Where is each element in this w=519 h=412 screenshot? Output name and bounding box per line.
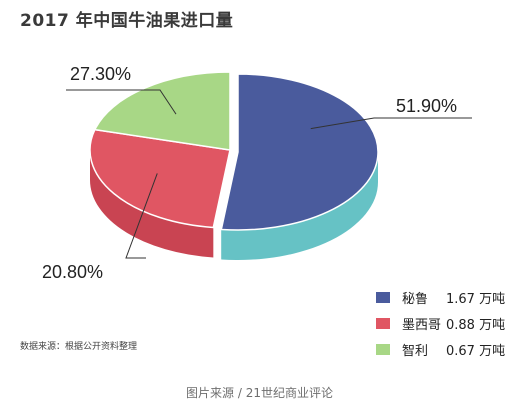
legend-label-chile: 智利 — [402, 343, 429, 359]
pie-side-peru — [221, 152, 378, 261]
legend-value-mexico: 0.88 万吨 — [446, 317, 506, 333]
legend-swatch-mexico — [376, 317, 390, 329]
percent-label-chile: 20.80% — [42, 262, 104, 282]
legend-value-peru: 1.67 万吨 — [446, 291, 506, 307]
pie-slice-chile — [93, 71, 231, 151]
legend-label-peru: 秘鲁 — [402, 291, 429, 307]
leader-line-peru — [310, 117, 472, 130]
legend: 秘鲁 1.67 万吨 墨西哥 0.88 万吨 智利 0.67 万吨 — [376, 284, 516, 362]
leader-line-mexico — [66, 89, 177, 115]
legend-label-mexico: 墨西哥 — [402, 317, 442, 333]
legend-item-mexico: 墨西哥 0.88 万吨 — [376, 310, 516, 336]
pie-chart — [66, 71, 472, 261]
legend-item-chile: 智利 0.67 万吨 — [376, 336, 516, 362]
chart-title: 2017 年中国牛油果进口量 — [20, 11, 234, 31]
legend-item-peru: 秘鲁 1.67 万吨 — [376, 284, 516, 310]
image-caption: 图片来源 / 21世纪商业评论 — [186, 386, 333, 400]
legend-value-chile: 0.67 万吨 — [446, 343, 506, 359]
legend-swatch-peru — [376, 291, 390, 303]
chart-card: 2017 年中国牛油果进口量 51.90% 27.30% 20.80% 秘鲁 1… — [6, 0, 513, 372]
pie-slice-mexico — [89, 128, 231, 229]
leader-line-chile — [125, 173, 158, 259]
percent-label-mexico: 27.30% — [70, 64, 132, 84]
legend-swatch-chile — [376, 343, 390, 355]
percent-label-peru: 51.90% — [396, 96, 458, 116]
pie-slice-peru — [220, 73, 379, 231]
data-source-note: 数据来源：根据公开资料整理 — [20, 342, 138, 352]
pie-side-mexico — [90, 150, 214, 258]
